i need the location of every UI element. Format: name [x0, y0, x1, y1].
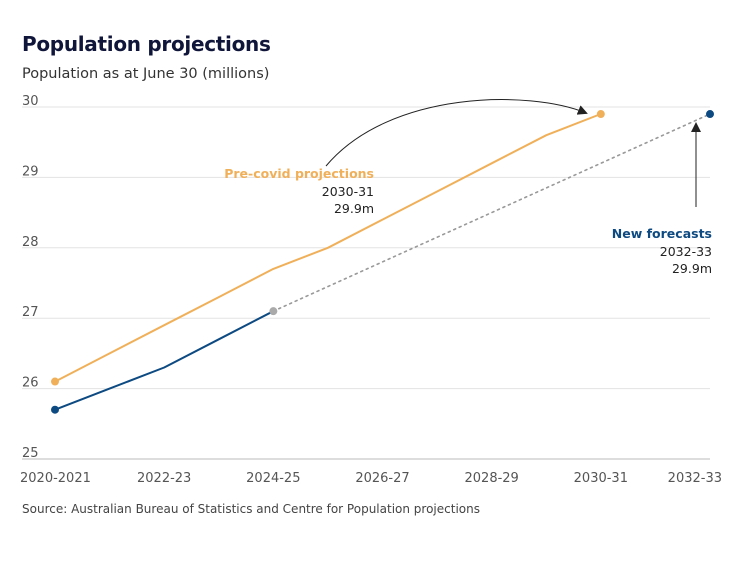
precovid-annotation-value: 29.9m: [334, 201, 374, 216]
precovid-end-point: [596, 110, 605, 119]
new-forecast-line: [54, 310, 275, 411]
x-tick-label: 2032-33: [668, 471, 722, 486]
precovid-line: [54, 113, 602, 383]
x-tick-label: 2024-25: [246, 471, 300, 486]
x-tick-label: 2026-27: [355, 471, 409, 486]
y-tick-label: 25: [22, 446, 39, 461]
chart-title: Population projections: [22, 32, 271, 56]
new-forecasts-annotation-label: New forecasts: [612, 226, 712, 241]
y-tick-label: 29: [22, 164, 39, 179]
new-forecast-projection-line: [272, 113, 711, 313]
chart-subtitle: Population as at June 30 (millions): [22, 66, 270, 82]
y-tick-label: 30: [22, 94, 39, 109]
x-tick-label: 2022-23: [137, 471, 191, 486]
precovid-start-point: [51, 377, 59, 386]
precovid-annotation-arrow: [325, 99, 588, 167]
new-forecast-start-point: [51, 405, 59, 414]
y-tick-label: 26: [22, 376, 39, 391]
forecast-transition-point: [269, 307, 278, 316]
y-tick-label: 28: [22, 235, 39, 250]
precovid-annotation-label: Pre-covid projections: [224, 166, 374, 181]
precovid-annotation-year: 2030-31: [322, 184, 374, 199]
new-forecast-end-point: [706, 110, 714, 119]
new-forecasts-annotation-year: 2032-33: [660, 244, 712, 259]
y-tick-label: 27: [22, 305, 39, 320]
source-note: Source: Australian Bureau of Statistics …: [22, 502, 480, 516]
x-tick-label: 2020-2021: [20, 471, 91, 486]
x-tick-label: 2028-29: [465, 471, 519, 486]
x-tick-label: 2030-31: [574, 471, 628, 486]
new-forecasts-annotation-value: 29.9m: [672, 261, 712, 276]
